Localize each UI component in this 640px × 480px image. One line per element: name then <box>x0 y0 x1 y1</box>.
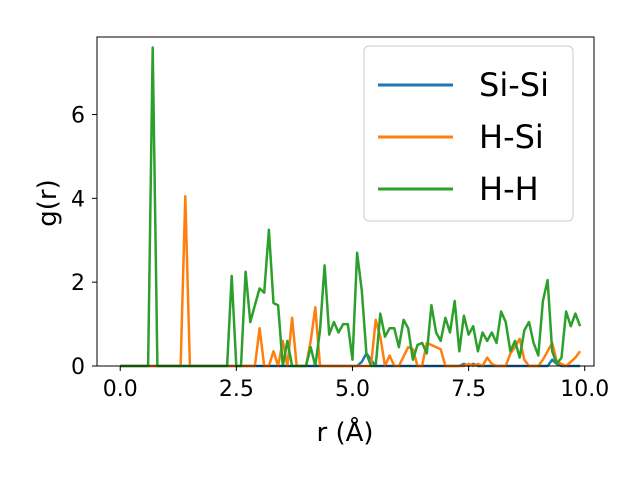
legend-label-h-si: H-Si <box>479 118 544 156</box>
legend-frame <box>363 45 574 222</box>
y-axis-ticks: 0 2 4 6 <box>71 104 97 380</box>
y-axis-label: g(r) <box>33 179 63 226</box>
y-tick-label: 0 <box>71 355 85 380</box>
x-axis-ticks: 0.0 2.5 5.0 7.5 10.0 <box>103 366 609 402</box>
legend-label-si-si: Si-Si <box>479 66 549 104</box>
series-line-h-h <box>120 46 582 368</box>
x-tick-label: 2.5 <box>219 377 254 402</box>
plot-frame <box>96 36 595 367</box>
x-tick-label: 5.0 <box>335 377 370 402</box>
y-tick-label: 4 <box>71 187 85 212</box>
x-axis-label: r (Å) <box>316 416 373 448</box>
y-tick-label: 2 <box>71 271 85 296</box>
x-tick-label: 10.0 <box>560 377 609 402</box>
legend-label-h-h: H-H <box>479 170 539 208</box>
x-tick-label: 7.5 <box>451 377 486 402</box>
y-tick-label: 6 <box>71 104 85 129</box>
legend: Si-Si H-Si H-H <box>363 45 574 222</box>
x-tick-label: 0.0 <box>103 377 138 402</box>
